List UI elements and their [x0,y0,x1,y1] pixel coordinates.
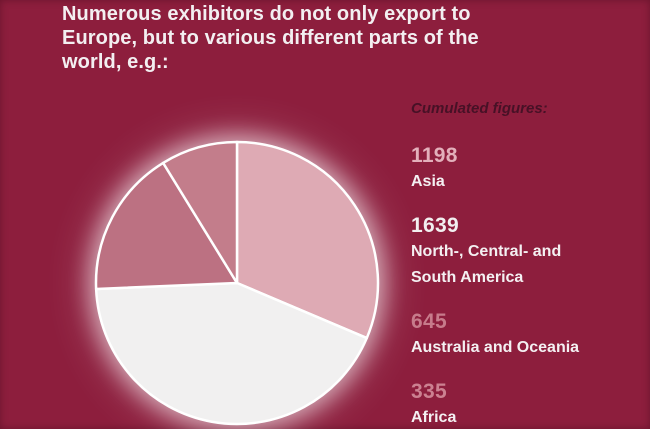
legend-entry: 645 Australia and Oceania [411,309,599,361]
pie-slice-australia-oceania [94,161,239,291]
page-title: Numerous exhibitors do not only export t… [62,3,479,73]
legend-label: Asia [411,173,445,190]
legend-label: Australia and Oceania [411,339,580,356]
legend-value: 1639 [411,214,459,237]
legend-entry: 1639 North-, Central- and South America [411,213,599,291]
pie-slice-north-central-south-america [94,281,369,426]
legend-heading: Cumulated figures: [411,100,548,117]
legend-value: 645 [411,310,447,333]
legend: Cumulated figures: 1198 Asia 1639 North-… [411,99,599,429]
legend-entry: 335 Africa [411,379,599,429]
legend-value: 1198 [411,144,458,167]
legend-value: 335 [411,380,447,403]
legend-entry: 1198 Asia [411,143,599,195]
legend-label: Africa [411,409,457,426]
pie-chart [94,140,380,426]
pie-slice-africa [161,140,239,285]
legend-label: North-, Central- and South America [411,243,562,286]
pie-slice-asia [235,140,380,340]
